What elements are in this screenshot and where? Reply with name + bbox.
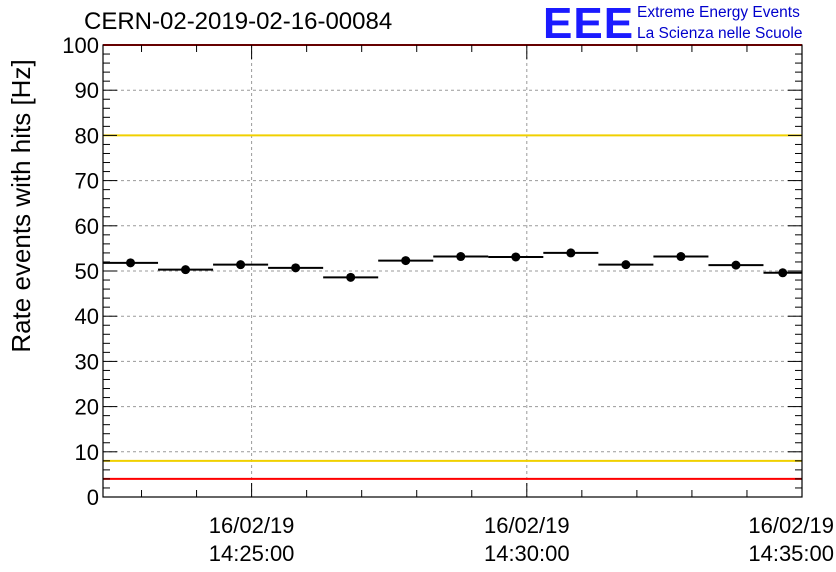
data-point — [346, 272, 356, 282]
grid-layer — [103, 45, 802, 497]
y-tick-label: 30 — [75, 349, 99, 374]
y-tick-label: 40 — [75, 304, 99, 329]
chart-title: CERN-02-2019-02-16-00084 — [84, 8, 393, 35]
y-tick-label: 90 — [75, 78, 99, 103]
data-point — [731, 260, 741, 270]
eee-logo: EEE Extreme Energy Events La Scienza nel… — [543, 2, 833, 46]
data-point — [291, 263, 301, 273]
y-tick-label: 80 — [75, 123, 99, 148]
y-axis-label: Rate events with hits [Hz] — [6, 59, 36, 352]
data-point — [621, 260, 631, 270]
x-tick-label-date: 16/02/19 — [484, 513, 570, 538]
x-tick-label-time: 14:35:00 — [748, 541, 834, 566]
y-tick-label: 60 — [75, 214, 99, 239]
x-tick-label-date: 16/02/19 — [748, 513, 834, 538]
y-tick-label: 50 — [75, 259, 99, 284]
data-point — [401, 256, 411, 266]
data-point — [778, 268, 788, 278]
eee-logo-mark: EEE — [543, 0, 635, 48]
x-tick-label-time: 14:25:00 — [209, 541, 295, 566]
y-tick-label: 0 — [87, 485, 99, 510]
data-point — [676, 252, 686, 262]
data-layer — [103, 248, 802, 282]
data-point — [511, 252, 521, 262]
y-tick-label: 100 — [62, 33, 99, 58]
axis-layer: 0 10 20 30 40 50 60 70 80 90 100 16/02/19 14:25:00 16… — [62, 33, 834, 566]
data-point — [566, 248, 576, 258]
x-tick-label-time: 14:30:00 — [484, 541, 570, 566]
logo-subtitle-line2: La Scienza nelle Scuole — [637, 25, 803, 42]
data-point — [236, 260, 246, 270]
data-point — [181, 265, 191, 275]
data-point — [126, 258, 136, 268]
data-point — [456, 252, 466, 262]
y-tick-label: 70 — [75, 169, 99, 194]
y-tick-label: 10 — [75, 440, 99, 465]
y-tick-label: 20 — [75, 395, 99, 420]
x-tick-label-date: 16/02/19 — [209, 513, 295, 538]
logo-subtitle-line1: Extreme Energy Events — [637, 4, 800, 21]
threshold-layer — [103, 44, 802, 480]
